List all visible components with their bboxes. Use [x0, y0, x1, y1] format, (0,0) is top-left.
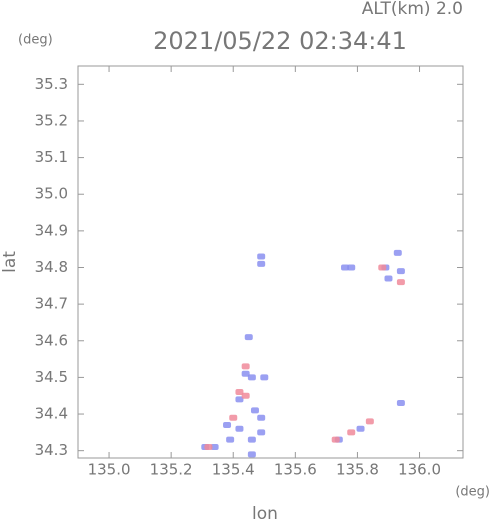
echo	[235, 396, 244, 403]
echo	[235, 389, 244, 396]
echo	[210, 444, 219, 451]
y-tick-label: 34.9	[35, 221, 68, 239]
y-unit: (deg)	[18, 33, 53, 48]
echo	[378, 264, 387, 271]
echo	[347, 264, 356, 271]
echo	[341, 264, 350, 271]
x-tick-label: 136.0	[398, 461, 441, 479]
x-axis-label: lon	[252, 504, 278, 521]
echo	[250, 407, 259, 414]
echo	[241, 370, 250, 377]
x-tick-label: 135.8	[336, 461, 379, 479]
y-tick-label: 34.5	[35, 368, 68, 386]
plot-frame	[77, 65, 464, 459]
y-tick-label: 35.2	[35, 111, 68, 129]
x-unit: (deg)	[455, 485, 490, 500]
echo	[247, 436, 256, 443]
echo	[247, 451, 256, 458]
echo	[241, 392, 250, 399]
echo	[365, 418, 374, 425]
echo	[257, 260, 266, 267]
y-tick-label: 35.0	[35, 185, 68, 203]
x-tick-label: 135.4	[212, 461, 255, 479]
echo	[257, 414, 266, 421]
echo	[247, 374, 256, 381]
echo	[393, 249, 402, 256]
echo	[384, 275, 393, 282]
altitude: ALT(km) 2.0	[362, 0, 463, 19]
y-tick-label: 34.3	[35, 441, 68, 459]
echo	[396, 279, 405, 286]
echo	[204, 444, 213, 451]
x-tick-label: 135.2	[150, 461, 193, 479]
y-tick-label: 34.8	[35, 258, 68, 276]
chart-title: 2021/05/22 02:34:41	[153, 27, 407, 55]
echo	[226, 436, 235, 443]
echo	[260, 374, 269, 381]
y-axis-label: lat	[0, 251, 20, 273]
echo	[347, 429, 356, 436]
echo	[331, 436, 340, 443]
echo	[396, 268, 405, 275]
x-tick-label: 135.6	[274, 461, 317, 479]
echo	[241, 363, 250, 370]
y-tick-label: 34.7	[35, 295, 68, 313]
y-tick-label: 35.3	[35, 75, 68, 93]
echo	[235, 425, 244, 432]
echo	[257, 253, 266, 260]
echo	[396, 400, 405, 407]
echo	[223, 422, 232, 429]
echo	[244, 334, 253, 341]
y-tick-label: 34.4	[35, 405, 68, 423]
echo	[257, 429, 266, 436]
y-tick-label: 35.1	[35, 148, 68, 166]
x-tick-label: 135.0	[88, 461, 131, 479]
y-tick-label: 34.6	[35, 331, 68, 349]
echo	[229, 414, 238, 421]
echo	[356, 425, 365, 432]
